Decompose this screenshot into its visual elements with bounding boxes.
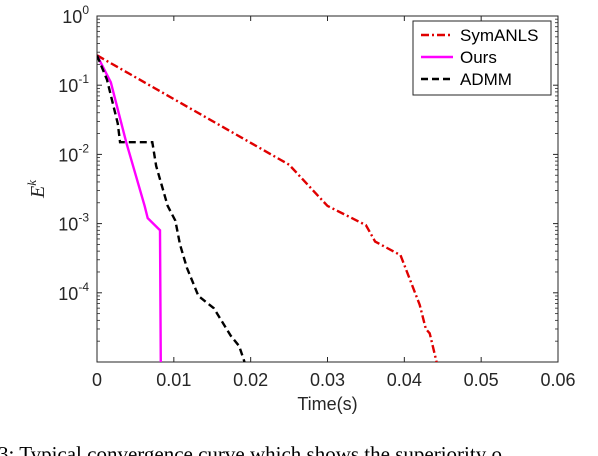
legend: SymANLS Ours ADMM [412, 20, 552, 96]
x-tick-label: 0.06 [540, 370, 575, 390]
figure-caption: 3: Typical convergence curve which shows… [0, 442, 502, 456]
y-tick-label: 10-4 [58, 280, 89, 304]
series-line-ours [97, 54, 162, 362]
legend-label: ADMM [460, 70, 512, 89]
x-tick-label: 0.04 [387, 370, 422, 390]
y-axis: 100 10-1 10-2 10-3 10-4 [58, 3, 558, 342]
series-layer [97, 54, 438, 362]
x-tick-label: 0.02 [233, 370, 268, 390]
y-tick-label: 100 [62, 3, 89, 27]
y-tick-label: 10-3 [58, 211, 89, 235]
x-axis-label: Time(s) [297, 394, 357, 414]
legend-label: SymANLS [460, 26, 538, 45]
y-axis-label: Ek [24, 180, 49, 199]
legend-label: Ours [460, 48, 497, 67]
x-tick-label: 0 [92, 370, 102, 390]
x-axis: 0 0.01 0.02 0.03 0.04 0.05 0.06 [92, 16, 576, 390]
y-tick-label: 10-1 [58, 72, 89, 96]
series-line-symanls [97, 54, 438, 362]
x-tick-label: 0.01 [156, 370, 191, 390]
x-tick-label: 0.03 [310, 370, 345, 390]
y-tick-label: 10-2 [58, 141, 89, 165]
x-tick-label: 0.05 [464, 370, 499, 390]
series-line-admm [97, 54, 246, 362]
